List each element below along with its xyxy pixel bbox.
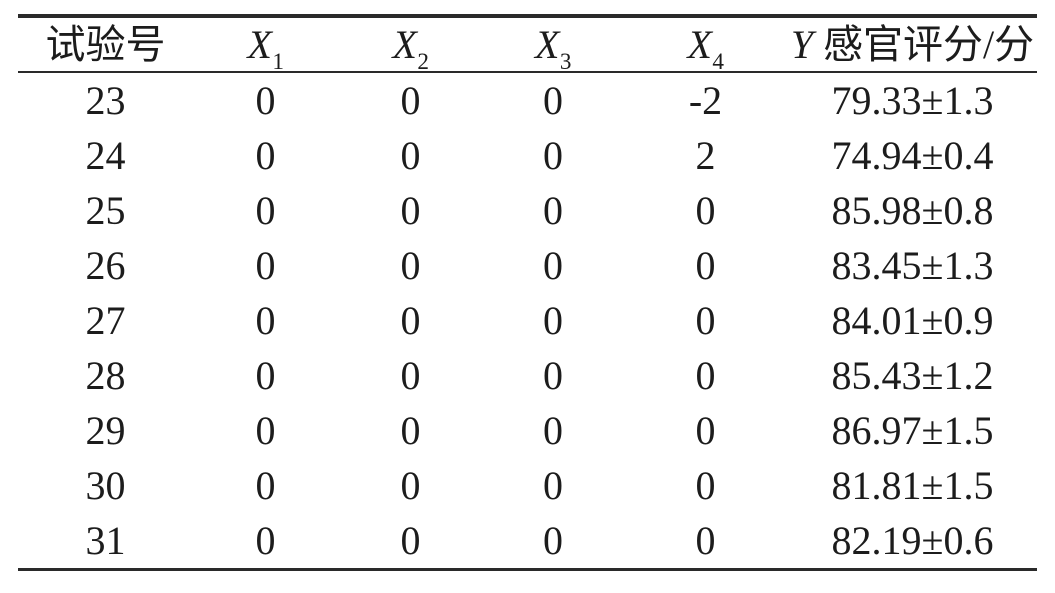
y-score-cell: 86.97±1.5 — [831, 407, 994, 453]
col-header-x1: X1 — [193, 16, 338, 76]
x2-cell: 0 — [400, 297, 421, 343]
x2-cell: 0 — [400, 242, 421, 288]
experiment-design-table: 试验号 X1 X2 X3 X4 Y 感官评分/分 23 0 0 0 -2 79.… — [18, 14, 1037, 571]
x4-cell: -2 — [688, 77, 723, 123]
x2-cell: 0 — [400, 132, 421, 178]
col-header-x2: X2 — [338, 16, 483, 76]
header-italic-part: Y — [790, 21, 814, 67]
table-row: 23 0 0 0 -2 79.33±1.3 — [18, 72, 1037, 128]
trial-number-cell: 28 — [85, 352, 126, 398]
header-italic-part: X — [392, 21, 417, 67]
y-score-cell: 83.45±1.3 — [831, 242, 994, 288]
table-row: 26 0 0 0 0 83.45±1.3 — [18, 238, 1037, 293]
x3-cell: 0 — [543, 187, 563, 233]
x2-cell: 0 — [400, 352, 421, 398]
table-row: 24 0 0 0 2 74.94±0.4 — [18, 128, 1037, 183]
header-subscript: 3 — [559, 49, 572, 76]
x1-cell: 0 — [255, 297, 276, 343]
x3-cell: 0 — [543, 297, 563, 343]
y-score-cell: 81.81±1.5 — [831, 462, 994, 508]
x4-cell: 0 — [695, 352, 716, 398]
x4-cell: 0 — [695, 407, 716, 453]
x4-cell: 0 — [695, 297, 716, 343]
header-text-part: 试验号 — [45, 21, 166, 67]
y-score-cell: 85.98±0.8 — [831, 187, 994, 233]
header-italic-part: X — [534, 21, 560, 67]
x4-cell: 0 — [695, 242, 716, 288]
x3-cell: 0 — [543, 132, 563, 178]
col-header-x3: X3 — [483, 16, 623, 76]
x1-cell: 0 — [255, 407, 276, 453]
trial-number-cell: 26 — [85, 242, 126, 288]
x2-cell: 0 — [400, 187, 421, 233]
x2-cell: 0 — [400, 407, 421, 453]
x4-cell: 2 — [695, 132, 716, 178]
x3-cell: 0 — [543, 462, 563, 508]
y-score-cell: 74.94±0.4 — [831, 132, 994, 178]
x1-cell: 0 — [255, 352, 276, 398]
x1-cell: 0 — [255, 77, 276, 123]
y-score-cell: 85.43±1.2 — [831, 352, 994, 398]
trial-number-cell: 23 — [85, 77, 126, 123]
header-subscript: 1 — [272, 49, 284, 76]
trial-number-cell: 30 — [85, 462, 126, 508]
x3-cell: 0 — [543, 352, 563, 398]
x1-cell: 0 — [255, 187, 276, 233]
table-row: 30 0 0 0 0 81.81±1.5 — [18, 458, 1037, 513]
x2-cell: 0 — [400, 462, 421, 508]
header-subscript: 4 — [712, 49, 724, 76]
x2-cell: 0 — [400, 517, 421, 563]
trial-number-cell: 31 — [85, 517, 126, 563]
header-italic-part: X — [247, 21, 272, 67]
col-header-x4: X4 — [623, 16, 788, 76]
x2-cell: 0 — [400, 77, 421, 123]
y-score-cell: 79.33±1.3 — [831, 77, 994, 123]
x3-cell: 0 — [543, 407, 563, 453]
header-text-part: 感官评分/分 — [813, 21, 1035, 67]
trial-number-cell: 25 — [85, 187, 126, 233]
table-row: 25 0 0 0 0 85.98±0.8 — [18, 183, 1037, 238]
x1-cell: 0 — [255, 462, 276, 508]
table-row: 28 0 0 0 0 85.43±1.2 — [18, 348, 1037, 403]
table-row: 29 0 0 0 0 86.97±1.5 — [18, 403, 1037, 458]
y-score-cell: 84.01±0.9 — [831, 297, 994, 343]
col-header-trial-number: 试验号 — [18, 16, 193, 72]
header-subscript: 2 — [417, 49, 429, 76]
x3-cell: 0 — [543, 77, 563, 123]
x1-cell: 0 — [255, 242, 276, 288]
x4-cell: 0 — [695, 462, 716, 508]
trial-number-cell: 29 — [85, 407, 126, 453]
table-row: 31 0 0 0 0 82.19±0.6 — [18, 513, 1037, 570]
x1-cell: 0 — [255, 517, 276, 563]
trial-number-cell: 24 — [85, 132, 126, 178]
trial-number-cell: 27 — [85, 297, 126, 343]
col-header-y-sensory-score: Y 感官评分/分 — [788, 16, 1037, 72]
y-score-cell: 82.19±0.6 — [831, 517, 994, 563]
header-italic-part: X — [687, 21, 712, 67]
x1-cell: 0 — [255, 132, 276, 178]
table-row: 27 0 0 0 0 84.01±0.9 — [18, 293, 1037, 348]
x4-cell: 0 — [695, 517, 716, 563]
header-row: 试验号 X1 X2 X3 X4 Y 感官评分/分 — [18, 16, 1037, 76]
x3-cell: 0 — [543, 517, 563, 563]
x4-cell: 0 — [695, 187, 716, 233]
x3-cell: 0 — [543, 242, 563, 288]
